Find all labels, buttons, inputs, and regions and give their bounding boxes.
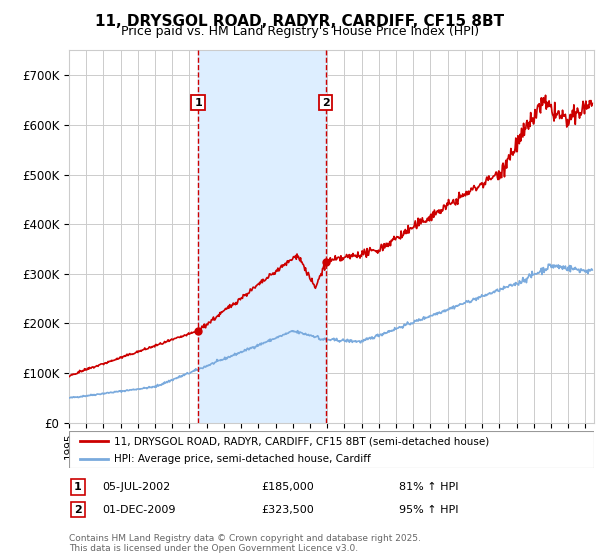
Text: 1: 1 [194,97,202,108]
FancyBboxPatch shape [69,431,594,468]
Text: £323,500: £323,500 [261,505,314,515]
Text: 05-JUL-2002: 05-JUL-2002 [102,482,170,492]
Text: 11, DRYSGOL ROAD, RADYR, CARDIFF, CF15 8BT (semi-detached house): 11, DRYSGOL ROAD, RADYR, CARDIFF, CF15 8… [113,436,489,446]
Text: Price paid vs. HM Land Registry's House Price Index (HPI): Price paid vs. HM Land Registry's House … [121,25,479,38]
Text: 01-DEC-2009: 01-DEC-2009 [102,505,176,515]
Text: 2: 2 [322,97,329,108]
Text: 1: 1 [74,482,82,492]
Text: 11, DRYSGOL ROAD, RADYR, CARDIFF, CF15 8BT: 11, DRYSGOL ROAD, RADYR, CARDIFF, CF15 8… [95,14,505,29]
Text: 81% ↑ HPI: 81% ↑ HPI [399,482,458,492]
Bar [198,50,326,423]
Text: 2: 2 [74,505,82,515]
Text: Contains HM Land Registry data © Crown copyright and database right 2025.
This d: Contains HM Land Registry data © Crown c… [69,534,421,553]
Text: 95% ↑ HPI: 95% ↑ HPI [399,505,458,515]
Text: £185,000: £185,000 [261,482,314,492]
Text: HPI: Average price, semi-detached house, Cardiff: HPI: Average price, semi-detached house,… [113,454,370,464]
